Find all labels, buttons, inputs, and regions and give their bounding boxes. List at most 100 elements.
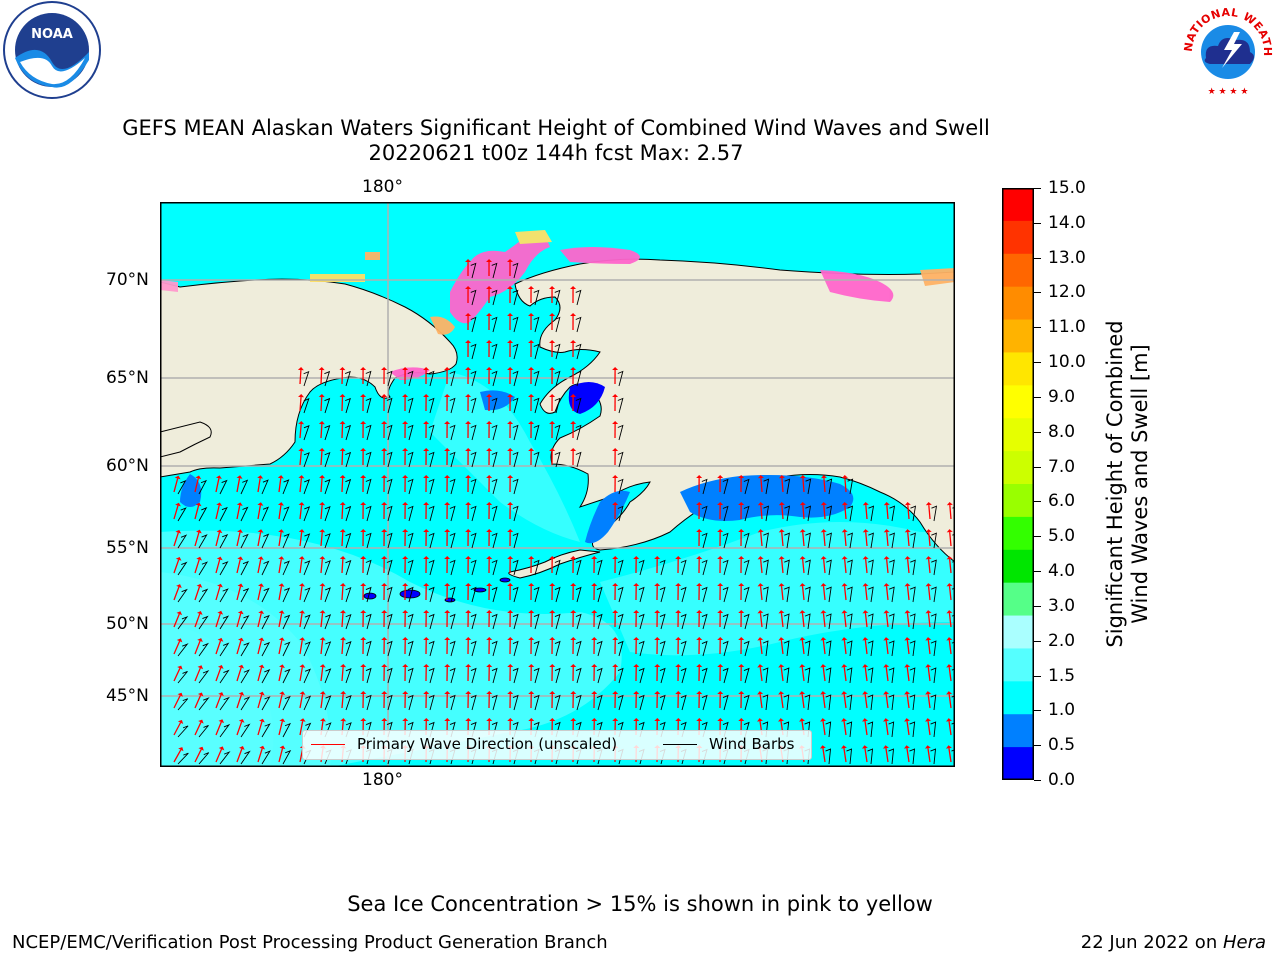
wave-arrow-head [402, 502, 409, 506]
wave-arrow-head [946, 664, 953, 668]
wind-barb [826, 532, 832, 549]
wave-arrow-head [402, 637, 409, 641]
wave-arrow-head [360, 556, 367, 560]
wind-barb [219, 588, 229, 603]
wind-barb [617, 505, 624, 522]
wind-barb [951, 695, 955, 710]
wave-arrow-head [278, 502, 284, 506]
wave-arrow-head [570, 691, 577, 695]
wind-barb [470, 397, 477, 414]
wind-barb [198, 697, 210, 711]
wave-arrow [759, 640, 763, 655]
wave-arrow [948, 559, 952, 574]
wave-arrow-head [738, 583, 745, 587]
wave-arrow [760, 531, 763, 547]
wave-arrow-head [549, 286, 556, 290]
wave-arrow-head [486, 259, 493, 263]
wave-arrow-head [757, 637, 764, 641]
wind-barb [825, 721, 832, 738]
wind-barb [783, 586, 790, 603]
wind-barb [282, 668, 291, 684]
wind-barb [554, 640, 561, 657]
wind-barb [198, 534, 208, 549]
wind-barb [701, 613, 708, 630]
wind-barb [428, 640, 435, 657]
wind-barb [428, 397, 435, 414]
wind-barb [198, 615, 209, 630]
wind-barb [743, 640, 750, 657]
wave-arrow-head [528, 313, 535, 317]
noaa-logo: NOAA [0, 0, 104, 100]
wave-arrow-head [423, 475, 430, 479]
wave-arrow-head [528, 367, 535, 371]
wind-barb [533, 586, 540, 603]
wind-barb [762, 586, 769, 603]
wave-arrow-head [195, 502, 202, 507]
wind-barb [365, 478, 372, 495]
wave-arrow [907, 531, 910, 547]
wave-arrow-head [696, 475, 703, 479]
wave-arrow-head [238, 718, 245, 723]
wave-arrow-head [486, 367, 493, 371]
wave-arrow [906, 721, 910, 736]
wave-arrow-head [299, 637, 306, 641]
wave-arrow [948, 748, 952, 763]
wind-barb [867, 586, 874, 603]
wave-arrow [320, 477, 323, 493]
wave-arrow [780, 667, 784, 682]
wave-arrow [948, 721, 952, 736]
wind-barb [554, 451, 561, 468]
wave-arrow-head [904, 610, 911, 614]
wave-arrow [822, 748, 826, 763]
wave-arrow-head [360, 529, 367, 533]
wind-barb [512, 316, 519, 333]
wind-barb [282, 641, 291, 657]
wave-arrow-head [883, 610, 890, 614]
wave-arrow-head [862, 637, 869, 641]
wave-arrow-head [402, 448, 409, 452]
wave-arrow-head [486, 718, 493, 722]
wave-arrow [781, 477, 784, 493]
wind-barb [282, 614, 291, 630]
wave-arrow-head [197, 638, 203, 643]
wind-barb [491, 505, 498, 522]
wind-barb [386, 424, 393, 441]
wind-barb [324, 695, 332, 711]
wave-arrow [906, 586, 910, 601]
wind-barb [282, 587, 291, 603]
wave-arrow [759, 694, 763, 709]
wind-barb [930, 694, 937, 711]
wave-arrow-head [239, 746, 245, 750]
wave-arrow-head [507, 637, 514, 641]
wave-arrow-head [340, 610, 346, 614]
wind-barb [867, 667, 874, 684]
wave-arrow [843, 667, 847, 682]
wave-arrow-head [946, 502, 953, 506]
colorbar-swatch [1002, 549, 1034, 584]
wind-barb [198, 724, 209, 738]
wind-barb [219, 615, 230, 630]
colorbar-tick-mark [1034, 640, 1041, 642]
wind-barb [680, 586, 687, 603]
wave-arrow-head [925, 691, 932, 695]
wind-barb [428, 694, 435, 711]
wind-barb [470, 667, 477, 684]
wave-arrow-head [197, 692, 204, 697]
wave-arrow-head [278, 610, 285, 614]
wave-arrow [173, 668, 181, 682]
wave-arrow-head [570, 313, 577, 317]
wave-arrow-head [278, 556, 285, 560]
wave-arrow-head [216, 556, 223, 561]
wave-arrow-head [946, 583, 953, 587]
wave-arrow-head [841, 529, 848, 533]
colorbar-tick-mark [1034, 745, 1041, 747]
wave-arrow-head [528, 340, 535, 344]
wind-barb [282, 560, 290, 576]
wave-arrow [927, 559, 931, 574]
wave-arrow-head [717, 610, 724, 614]
wave-arrow-head [925, 502, 932, 506]
wave-arrow-head [675, 556, 682, 560]
wave-arrow-head [339, 502, 346, 506]
wind-barb [219, 751, 231, 765]
wind-barb [261, 696, 271, 711]
